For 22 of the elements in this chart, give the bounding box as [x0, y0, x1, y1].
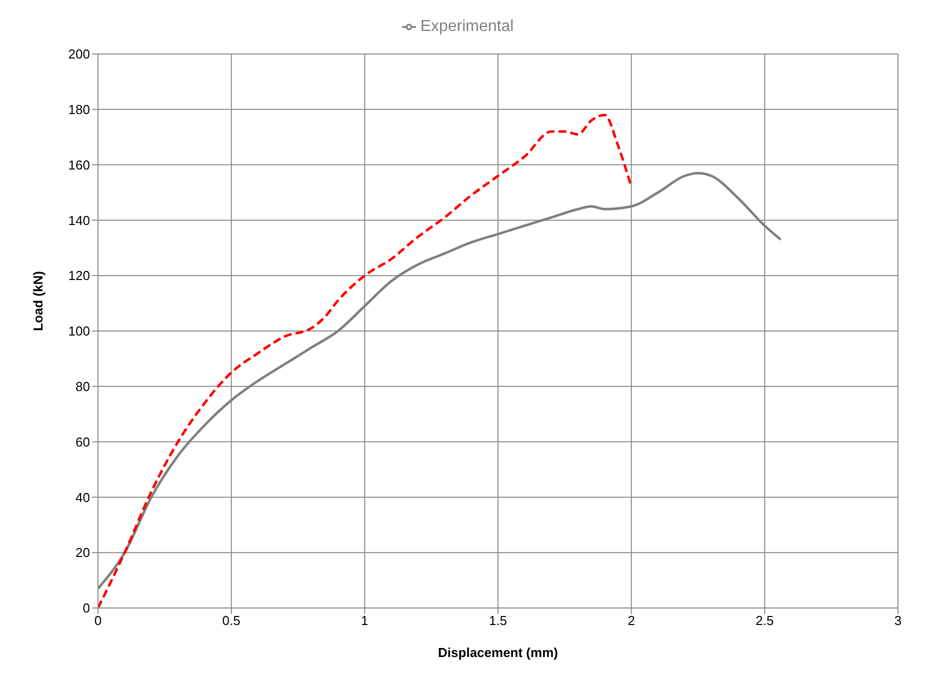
y-tick-label: 80 — [76, 379, 90, 394]
line-series — [98, 114, 633, 608]
x-tick-label: 0 — [94, 613, 102, 628]
x-tick-label: 2 — [628, 613, 635, 628]
y-tick-label: 20 — [76, 545, 90, 560]
y-tick-label: 200 — [68, 46, 90, 62]
y-tick-label: 180 — [68, 102, 90, 118]
x-tick-label: 2.5 — [756, 613, 774, 628]
x-tick-label: 0.5 — [222, 613, 240, 628]
y-tick-label: 60 — [76, 434, 90, 450]
legend-label: Experimental — [420, 18, 514, 35]
x-tick-label: 1 — [361, 613, 368, 628]
y-tick-label: 100 — [68, 324, 90, 339]
y-tick-label: 40 — [76, 490, 90, 505]
x-axis-title: Displacement (mm) — [438, 645, 558, 660]
x-tick-label: 1.5 — [488, 613, 508, 628]
y-tick-label: 0 — [82, 600, 90, 616]
y-axis-title: Load (kN) — [30, 271, 46, 331]
y-tick-label: 140 — [68, 212, 90, 228]
x-tick-label: 3 — [894, 613, 902, 628]
y-tick-label: 120 — [68, 268, 90, 284]
y-tick-label: 160 — [68, 157, 90, 172]
